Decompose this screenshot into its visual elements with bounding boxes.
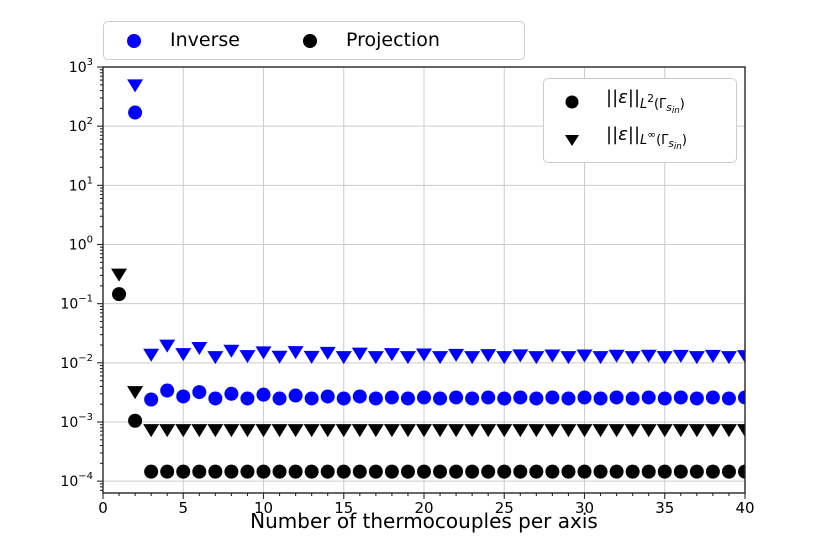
svg-text:25: 25	[495, 499, 514, 517]
svg-text:10−4: 10−4	[60, 471, 93, 490]
svg-text:0: 0	[98, 499, 108, 517]
legend-label-l2-norm: ||ε||L2(Γsin)	[606, 87, 685, 116]
svg-text:10−2: 10−2	[60, 353, 93, 372]
tick-labels: 103 102 101 100 10−1 10−2 10−3 10−4 0 5 10 15 20 25 30…	[60, 57, 754, 517]
legend-label-inverse: Inverse	[170, 29, 240, 51]
legend-top: Inverse Projection	[103, 21, 525, 60]
gridlines	[102, 66, 746, 493]
series-projection-linf	[111, 268, 745, 438]
projection-circle-icon	[302, 33, 317, 48]
l2-circle-icon	[565, 95, 579, 109]
svg-text:30: 30	[575, 499, 594, 517]
data-markers	[111, 79, 745, 479]
series-inverse-l2	[128, 105, 745, 407]
legend-entry-projection: Projection	[302, 31, 440, 50]
svg-text:102: 102	[69, 116, 93, 135]
svg-text:10−3: 10−3	[60, 412, 93, 431]
linf-triangle-icon	[565, 134, 579, 146]
svg-text:10: 10	[254, 499, 273, 517]
svg-text:20: 20	[414, 499, 433, 517]
legend-label-linf-norm: ||ε||L∞(Γsin)	[606, 123, 687, 153]
svg-text:100: 100	[69, 235, 93, 254]
x-axis-label: Number of thermocouples per axis	[250, 509, 598, 533]
legend-row-l2: ||ε||L2(Γsin)	[564, 89, 736, 115]
series-inverse-linf	[127, 79, 745, 365]
legend-inner: ||ε||L2(Γsin) ||ε||L∞(Γsin)	[543, 78, 737, 163]
legend-entry-inverse: Inverse	[126, 31, 240, 50]
series-projection-l2	[112, 287, 745, 479]
svg-text:5: 5	[178, 499, 188, 517]
svg-text:101: 101	[69, 175, 93, 194]
legend-row-linf: ||ε||L∞(Γsin)	[564, 123, 736, 153]
svg-text:103: 103	[69, 57, 93, 76]
inverse-circle-icon	[127, 33, 141, 48]
legend-label-projection: Projection	[345, 29, 440, 51]
plot-spines	[102, 66, 746, 494]
svg-text:35: 35	[655, 499, 674, 517]
svg-text:10−1: 10−1	[60, 294, 93, 313]
svg-text:15: 15	[334, 499, 353, 517]
svg-text:40: 40	[735, 499, 754, 517]
